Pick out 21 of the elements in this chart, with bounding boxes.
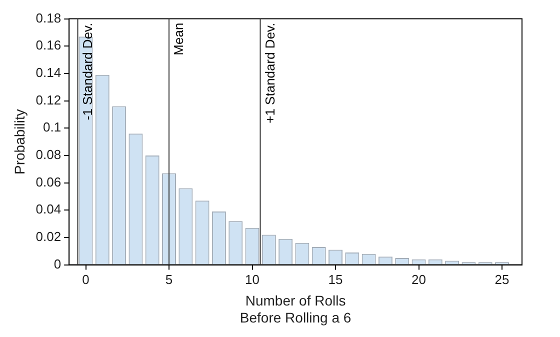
x-tick-label: 15 — [328, 272, 343, 288]
y-tick-label: 0.12 — [36, 92, 62, 108]
x-tick-label: 25 — [494, 272, 510, 288]
y-axis-title: Probability — [11, 109, 28, 174]
x-tick-label: 20 — [412, 272, 426, 288]
x-tick-label: 5 — [165, 272, 173, 288]
ref-line-label: +1 Standard Dev. — [262, 22, 278, 124]
y-tick-label: 0.08 — [36, 147, 62, 162]
y-tick-label: 0 — [54, 256, 62, 272]
x-tick-label: 10 — [245, 272, 260, 288]
y-tick-label: 0.06 — [36, 174, 62, 190]
y-tick-label: 0.04 — [36, 202, 62, 217]
y-tick-label: 0.14 — [36, 65, 62, 80]
ref-line-label: Mean — [171, 22, 186, 56]
ref-line-label: -1 Standard Dev. — [80, 22, 95, 120]
y-tick-label: 0.02 — [36, 229, 62, 244]
x-tick-label: 0 — [82, 272, 90, 288]
y-tick-label: 0.16 — [36, 38, 62, 53]
x-axis-title: Number of Rolls Before Rolling a 6 — [240, 292, 352, 326]
y-tick-label: 0.1 — [43, 120, 62, 135]
y-tick-label: 0.18 — [36, 10, 62, 26]
